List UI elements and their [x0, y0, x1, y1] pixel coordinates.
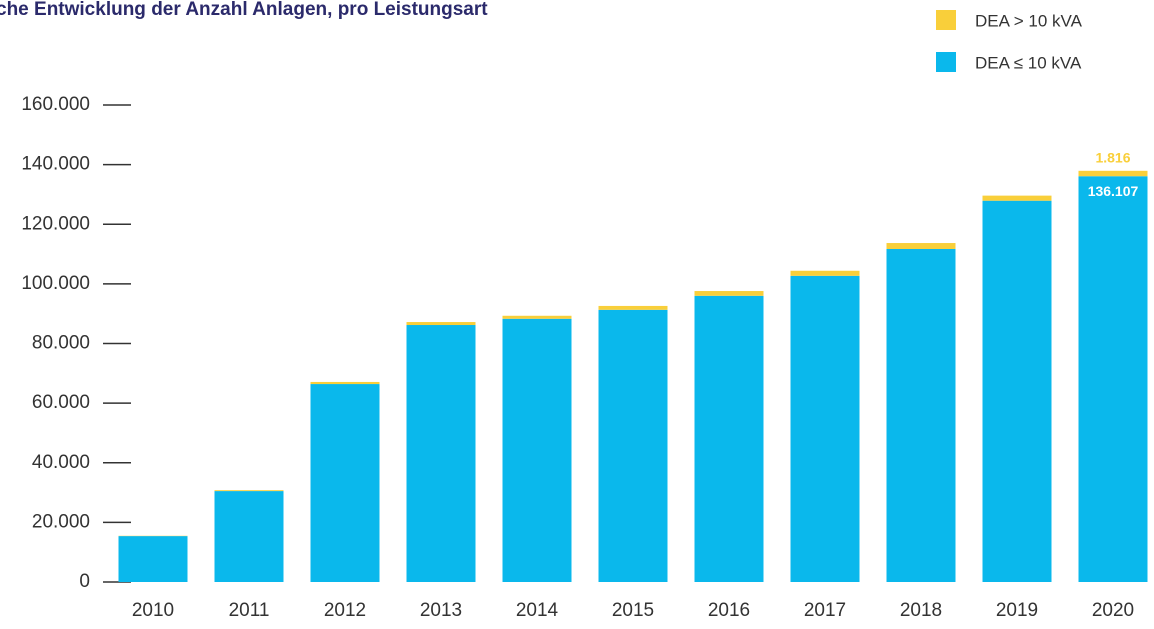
bar-segment: [406, 322, 476, 326]
y-tick-label: 120.000: [21, 213, 90, 234]
bar-segment: [886, 248, 956, 582]
chart-title: che Entwicklung der Anzahl Anlagen, pro …: [0, 0, 488, 20]
x-tick-label: 2013: [420, 600, 462, 621]
x-tick-label: 2020: [1092, 600, 1134, 621]
bar-segment: [790, 270, 860, 276]
bar-segment: [886, 243, 956, 249]
x-tick-label: 2015: [612, 600, 654, 621]
legend-swatch: [936, 10, 956, 30]
x-tick-label: 2018: [900, 600, 942, 621]
x-tick-label: 2011: [229, 600, 270, 621]
bar-segment: [214, 490, 284, 492]
value-label: 1.816: [1095, 150, 1130, 166]
y-tick-label: 20.000: [32, 511, 90, 532]
bar-segment: [694, 295, 764, 582]
x-tick-label: 2014: [516, 600, 559, 621]
bar-segment: [310, 381, 380, 385]
y-tick-label: 0: [79, 571, 90, 592]
legend-label: DEA ≤ 10 kVA: [975, 53, 1082, 72]
bar-segment: [694, 291, 764, 296]
bar-segment: [982, 200, 1052, 582]
bar-segment: [118, 536, 188, 582]
bar-segment: [982, 195, 1052, 201]
bar-segment: [598, 305, 668, 310]
y-tick-label: 100.000: [21, 273, 90, 294]
bar-segment: [1078, 170, 1148, 177]
bar-segment: [214, 491, 284, 582]
bar-segment: [406, 325, 476, 582]
y-tick-label: 160.000: [21, 94, 90, 115]
y-tick-label: 140.000: [21, 154, 90, 175]
bar-segment: [310, 384, 380, 582]
value-label: 136.107: [1088, 183, 1139, 199]
y-tick-label: 80.000: [32, 333, 90, 354]
bar-segment: [1078, 176, 1148, 582]
x-tick-label: 2012: [324, 600, 366, 621]
x-tick-label: 2010: [132, 600, 174, 621]
bar-segment: [502, 315, 572, 319]
bar-segment: [598, 309, 668, 582]
bar-segment: [790, 275, 860, 582]
legend-label: DEA > 10 kVA: [975, 11, 1083, 30]
x-tick-label: 2016: [708, 600, 750, 621]
x-tick-label: 2017: [804, 600, 846, 621]
x-tick-label: 2019: [996, 600, 1038, 621]
legend-swatch: [936, 52, 956, 72]
y-tick-label: 60.000: [32, 392, 90, 413]
y-tick-label: 40.000: [32, 452, 90, 473]
bar-segment: [502, 318, 572, 582]
